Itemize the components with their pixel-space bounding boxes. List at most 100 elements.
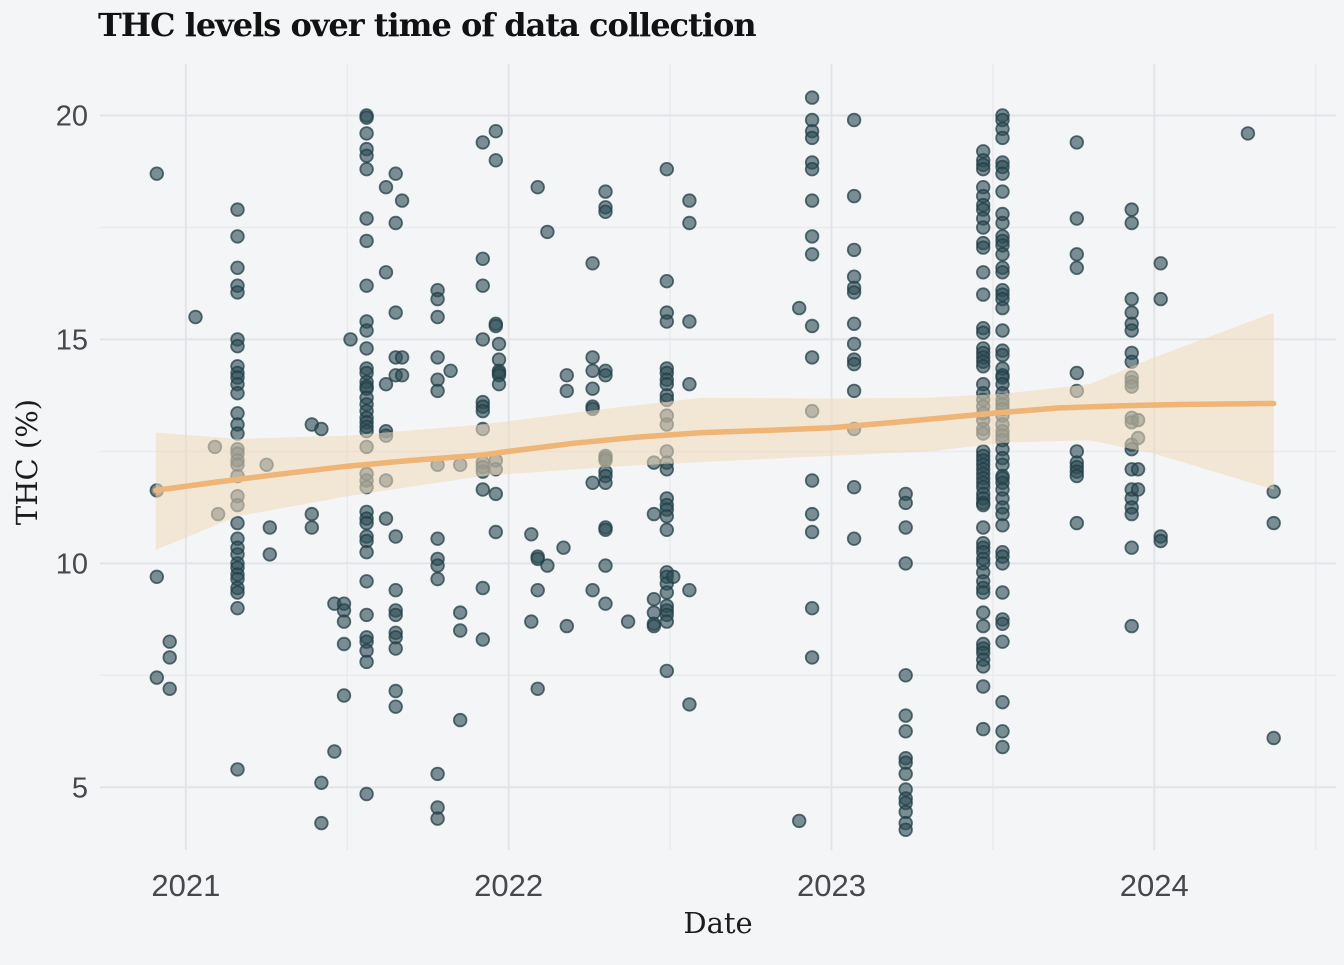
data-point xyxy=(898,822,913,838)
data-point xyxy=(378,377,394,392)
data-point xyxy=(598,558,613,573)
data-point xyxy=(976,240,991,255)
data-point xyxy=(646,506,662,522)
data-point xyxy=(682,215,697,231)
data-point xyxy=(1124,323,1139,338)
data-point xyxy=(804,247,820,262)
data-point xyxy=(659,522,675,538)
data-point xyxy=(1069,515,1085,531)
data-point xyxy=(443,363,458,379)
data-point xyxy=(646,618,662,634)
data-point xyxy=(976,585,991,600)
data-point xyxy=(585,350,600,365)
x-tick-label: 2023 xyxy=(797,868,866,903)
data-point xyxy=(430,811,445,826)
data-point xyxy=(585,256,600,271)
data-point xyxy=(898,668,913,683)
data-point xyxy=(898,520,913,535)
data-point xyxy=(995,634,1010,649)
data-point xyxy=(995,265,1010,280)
x-tick-labels: 2021 2022 2023 2024 xyxy=(151,868,1188,903)
data-point xyxy=(430,309,445,325)
data-point xyxy=(682,377,697,392)
data-point xyxy=(359,161,374,177)
data-point xyxy=(430,558,445,573)
data-point xyxy=(530,681,545,697)
data-point xyxy=(491,377,507,392)
data-point xyxy=(976,287,991,302)
data-point xyxy=(995,585,1010,600)
data-point xyxy=(1069,365,1085,381)
data-point xyxy=(846,285,862,300)
data-point xyxy=(230,515,245,531)
data-point xyxy=(359,786,374,802)
data-point xyxy=(585,475,600,491)
data-point xyxy=(488,153,504,168)
data-point xyxy=(1069,468,1085,484)
data-point xyxy=(540,558,555,573)
data-point xyxy=(388,166,403,181)
data-point xyxy=(682,697,697,712)
data-point xyxy=(846,383,862,399)
data-point xyxy=(230,339,245,354)
data-point xyxy=(1069,260,1085,276)
data-point xyxy=(846,188,862,204)
data-point xyxy=(394,350,410,365)
data-point xyxy=(598,596,613,611)
data-point xyxy=(1069,135,1085,150)
data-point xyxy=(475,278,491,293)
data-point xyxy=(995,130,1010,146)
x-tick-label: 2024 xyxy=(1120,868,1189,903)
data-point xyxy=(359,148,374,164)
data-point xyxy=(230,585,245,600)
data-point xyxy=(682,314,697,329)
data-point xyxy=(388,683,403,699)
data-point xyxy=(149,670,165,685)
data-point xyxy=(1153,533,1168,549)
data-point xyxy=(388,529,403,544)
data-point xyxy=(388,215,403,231)
data-point xyxy=(1124,506,1139,522)
data-point xyxy=(659,314,675,329)
data-point xyxy=(1130,462,1146,477)
data-point xyxy=(995,616,1010,632)
data-point xyxy=(530,179,545,195)
data-point xyxy=(314,815,329,831)
data-point xyxy=(995,323,1010,338)
data-point xyxy=(976,721,991,737)
data-point xyxy=(230,762,245,777)
data-point xyxy=(530,583,545,598)
data-point xyxy=(430,291,445,307)
data-point xyxy=(430,531,445,546)
data-point xyxy=(162,650,177,665)
data-point xyxy=(488,524,504,540)
data-point xyxy=(359,126,374,141)
data-point xyxy=(846,242,862,258)
data-point xyxy=(475,580,491,596)
data-point xyxy=(1240,126,1256,141)
data-point xyxy=(995,695,1010,710)
data-point xyxy=(388,583,403,598)
data-point xyxy=(804,318,820,334)
data-point xyxy=(1130,482,1146,497)
data-point xyxy=(804,506,820,522)
data-point xyxy=(659,509,675,524)
data-point xyxy=(846,531,862,546)
data-point xyxy=(359,211,374,226)
data-point xyxy=(388,641,403,656)
data-point xyxy=(336,636,352,652)
data-point xyxy=(646,592,662,607)
data-point xyxy=(659,585,675,600)
data-point xyxy=(804,229,820,244)
data-point xyxy=(976,679,991,694)
y-axis-title: THC (%) xyxy=(10,398,44,526)
data-point xyxy=(453,623,468,638)
data-point xyxy=(359,654,374,670)
data-point xyxy=(475,482,491,497)
data-point xyxy=(524,614,539,629)
data-point xyxy=(488,123,504,139)
data-point xyxy=(976,618,991,634)
data-point xyxy=(682,193,697,208)
data-point xyxy=(559,618,575,634)
